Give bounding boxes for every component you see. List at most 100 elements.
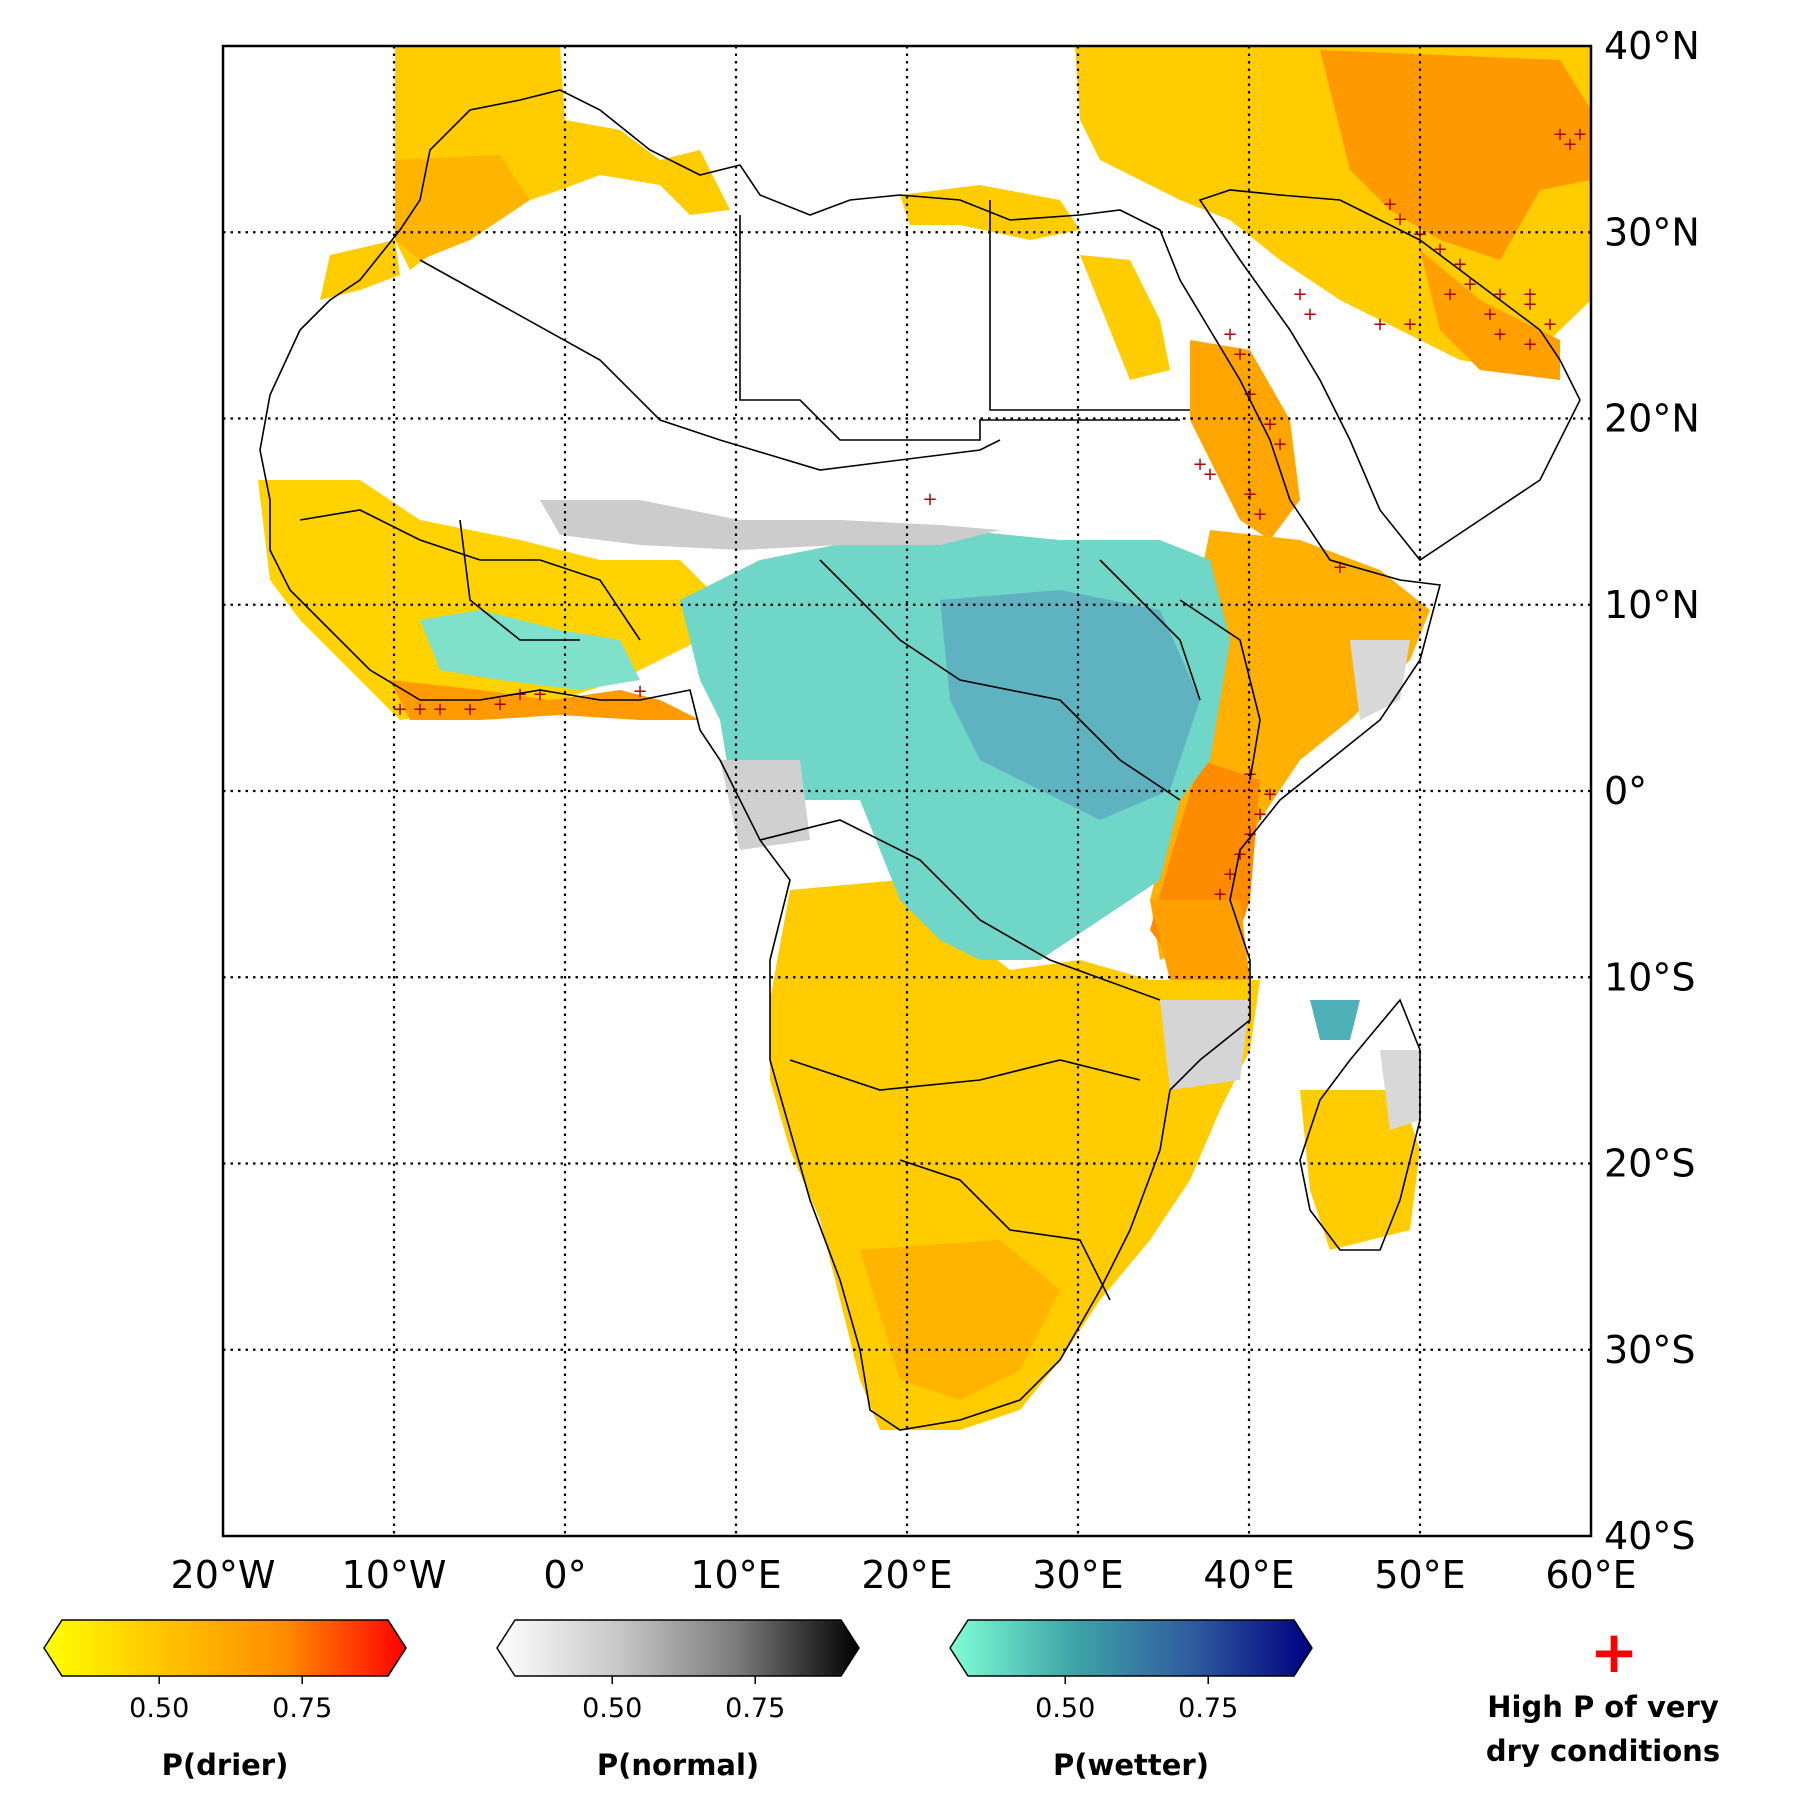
- latitude-tick-label: 30°N: [1604, 210, 1700, 254]
- wetter-region-core: [940, 590, 1200, 820]
- dry-plus-marker: +: [1252, 504, 1267, 525]
- colorbar-title: P(wetter): [1053, 1748, 1209, 1782]
- dry-plus-marker: +: [1332, 557, 1347, 578]
- colorbar-tick-label: 0.50: [1035, 1693, 1095, 1724]
- africa-coastline: [259, 89, 1442, 1431]
- wetter-region-westafrica: [420, 610, 640, 690]
- red-plus-icon: +: [1590, 1618, 1639, 1686]
- dry-plus-marker: +: [492, 694, 507, 715]
- normal-region-mozambique: [1160, 1000, 1250, 1090]
- dry-plus-marker: +: [1252, 804, 1267, 825]
- wetter-region-madagascar-north: [1310, 1000, 1360, 1040]
- colorbars: 0.50 0.75 P(drier) 0.50 0.75 P(normal) 0.50 0.7…: [43, 1619, 1313, 1782]
- dry-plus-marker: +: [1242, 484, 1257, 505]
- drier-region-tanzania: [1150, 900, 1250, 980]
- normal-region-madagascar-east: [1380, 1050, 1420, 1130]
- drier-region-guinea-coast: [390, 680, 700, 720]
- marker-legend-line2: dry conditions: [1486, 1734, 1720, 1768]
- latitude-tick-label: 20°N: [1604, 397, 1700, 441]
- latitude-tick-label: 0°: [1604, 769, 1647, 813]
- dry-plus-marker: +: [1402, 314, 1417, 335]
- border-west-2: [459, 519, 580, 641]
- marker-legend-line1: High P of very: [1487, 1690, 1719, 1724]
- arabia-coastline: [1198, 189, 1581, 562]
- dry-plus-marker: +: [1522, 334, 1537, 355]
- dry-plus-marker: +: [1572, 124, 1587, 145]
- colorbar-tick-label: 0.50: [129, 1693, 189, 1724]
- dry-plus-marker: +: [1262, 784, 1277, 805]
- dry-plus-marker: +: [1372, 314, 1387, 335]
- drier-region-northwest2: [395, 155, 530, 260]
- dry-plus-marker: +: [1262, 414, 1277, 435]
- colorbar-2: [496, 1619, 860, 1677]
- dry-plus-marker: +: [1212, 884, 1227, 905]
- longitude-tick-label: 60°E: [1545, 1553, 1636, 1597]
- colorbar-title: P(drier): [162, 1748, 289, 1782]
- latitude-tick-label: 40°S: [1604, 1514, 1695, 1558]
- marker-legend: + High P of very dry conditions: [1486, 1618, 1720, 1768]
- dry-plus-marker: +: [1242, 384, 1257, 405]
- sahara-border-2: [739, 215, 1180, 441]
- dry-plus-marker: +: [1202, 464, 1217, 485]
- dry-plus-marker: +: [1232, 344, 1247, 365]
- drier-region-mideast-core: [1320, 50, 1591, 260]
- dry-plus-marker: +: [1482, 304, 1497, 325]
- normal-region-gabon: [720, 760, 810, 850]
- dry-plus-marker: +: [1382, 194, 1397, 215]
- plot-frame: [221, 44, 1593, 1538]
- drier-region-southern-core: [860, 1240, 1060, 1400]
- colorbar-tick-label: 0.75: [725, 1693, 785, 1724]
- border-central-2: [759, 819, 1161, 1001]
- dry-plus-marker: +: [532, 684, 547, 705]
- colorbar-tick-label: 0.75: [272, 1693, 332, 1724]
- longitude-tick-label: 10°W: [342, 1553, 447, 1597]
- dry-plus-marker: +: [1562, 134, 1577, 155]
- dry-plus-marker: +: [1302, 304, 1317, 325]
- sahara-border-1: [419, 259, 1001, 471]
- dry-plus-marker: +: [1192, 454, 1207, 475]
- dry-plus-marker: +: [1222, 324, 1237, 345]
- dry-plus-marker: +: [1542, 314, 1557, 335]
- latitude-tick-label: 40°N: [1604, 24, 1700, 68]
- latitude-tick-label: 10°N: [1604, 583, 1700, 627]
- dry-plus-marker: +: [462, 699, 477, 720]
- dry-plus-marker: +: [1292, 284, 1307, 305]
- latitude-tick-label: 10°S: [1604, 955, 1695, 999]
- dry-plus-marker: +: [1232, 844, 1247, 865]
- border-west-1: [299, 509, 641, 641]
- dry-plus-marker: +: [1432, 239, 1447, 260]
- drier-region-arabia-coast: [1420, 250, 1560, 380]
- dry-plus-marker: +: [432, 699, 447, 720]
- dry-plus-marker: +: [512, 684, 527, 705]
- drier-region-egypt-nile: [1080, 255, 1170, 380]
- drier-region-redsea: [1190, 340, 1300, 540]
- border-libya-egypt: [989, 200, 1190, 411]
- dry-plus-marker: +: [1492, 284, 1507, 305]
- normal-region-sahel: [540, 500, 1000, 550]
- gridlines: [223, 46, 1591, 1536]
- dry-plus-marker: +: [632, 681, 647, 702]
- dry-plus-marker: +: [1392, 209, 1407, 230]
- longitude-tick-label: 40°E: [1203, 1553, 1294, 1597]
- dry-plus-marker: +: [1442, 284, 1457, 305]
- dry-plus-marker: +: [412, 699, 427, 720]
- normal-region-somalia: [1350, 640, 1410, 720]
- border-central-1: [819, 559, 1181, 801]
- latitude-tick-label: 20°S: [1604, 1142, 1695, 1186]
- border-southern-2: [899, 1159, 1111, 1301]
- colorbar-tick-label: 0.50: [582, 1693, 642, 1724]
- dry-plus-marker: +: [1552, 124, 1567, 145]
- longitude-tick-label: 30°E: [1032, 1553, 1123, 1597]
- latitude-tick-labels: 40°N 30°N 20°N 10°N 0° 10°S 20°S 30°S 40°S: [1604, 24, 1700, 1558]
- dry-plus-marker: +: [1492, 324, 1507, 345]
- colorbar-3: [949, 1619, 1313, 1677]
- dry-plus-marker: +: [1522, 294, 1537, 315]
- dry-plus-marker: +: [1462, 274, 1477, 295]
- border-east-2: [1099, 559, 1201, 701]
- longitude-tick-labels: 20°W 10°W 0° 10°E 20°E 30°E 40°E 50°E 60°E: [171, 1553, 1637, 1597]
- longitude-tick-label: 20°E: [861, 1553, 952, 1597]
- dry-plus-marker: +: [1452, 254, 1467, 275]
- dry-plus-marker: +: [1522, 284, 1537, 305]
- colorbar-1: [43, 1619, 407, 1677]
